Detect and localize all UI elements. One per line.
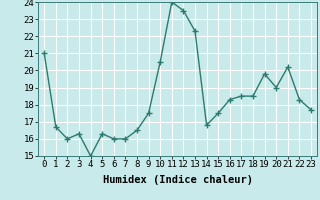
X-axis label: Humidex (Indice chaleur): Humidex (Indice chaleur) [103, 175, 252, 185]
